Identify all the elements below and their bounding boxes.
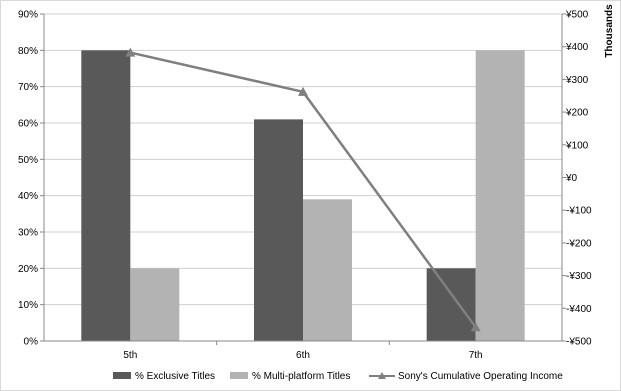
legend-label: % Exclusive Titles bbox=[135, 371, 215, 382]
bar bbox=[81, 50, 131, 341]
right-tick-label: -¥500 bbox=[566, 337, 592, 348]
legend-swatch bbox=[113, 372, 131, 379]
left-tick-label: 70% bbox=[18, 82, 38, 93]
right-tick-label: -¥200 bbox=[566, 238, 592, 249]
right-axis-title: Thousands bbox=[604, 4, 615, 58]
line-point bbox=[125, 47, 136, 57]
right-tick-label: ¥200 bbox=[565, 108, 589, 119]
legend-marker bbox=[378, 372, 386, 379]
right-tick-label: ¥0 bbox=[565, 173, 578, 184]
right-axis-ticks: -¥500 -¥400 -¥300 -¥200 -¥100 ¥0 ¥100 ¥200 ¥300 ¥… bbox=[565, 10, 592, 348]
left-tick-label: 50% bbox=[18, 155, 38, 166]
right-tick-label: ¥400 bbox=[565, 42, 589, 53]
bar bbox=[130, 268, 180, 341]
left-tick-label: 20% bbox=[18, 264, 38, 275]
legend-swatch bbox=[230, 372, 248, 379]
right-tick-label: -¥400 bbox=[566, 304, 592, 315]
category-label: 5th bbox=[123, 350, 137, 361]
bar bbox=[426, 268, 476, 341]
right-tick-label: -¥100 bbox=[566, 206, 592, 217]
right-tick-label: -¥300 bbox=[566, 271, 592, 282]
left-axis-ticks: 0% 10% 20% 30% 40% 50% 60% 70% 80% 90% bbox=[18, 10, 38, 348]
legend-label: Sony's Cumulative Operating Income bbox=[398, 371, 563, 382]
left-tick-label: 0% bbox=[24, 337, 39, 348]
left-tick-label: 30% bbox=[18, 228, 38, 239]
right-tick-label: ¥300 bbox=[565, 75, 589, 86]
category-label: 7th bbox=[469, 350, 483, 361]
bar bbox=[303, 199, 352, 341]
line-point bbox=[470, 322, 481, 332]
category-label: 6th bbox=[296, 350, 310, 361]
category-axis-labels: 5th 6th 7th bbox=[123, 350, 482, 361]
bar bbox=[475, 50, 525, 341]
line-series bbox=[125, 47, 481, 332]
left-tick-label: 60% bbox=[18, 119, 38, 130]
axes bbox=[40, 13, 566, 345]
left-tick-label: 90% bbox=[18, 10, 38, 21]
legend-label: % Multi-platform Titles bbox=[252, 371, 350, 382]
left-tick-label: 40% bbox=[18, 191, 38, 202]
right-tick-label: ¥100 bbox=[565, 140, 589, 151]
legend: % Exclusive Titles % Multi-platform Title… bbox=[113, 371, 563, 382]
left-tick-label: 80% bbox=[18, 46, 38, 57]
bar-series bbox=[81, 50, 525, 341]
line-point bbox=[298, 86, 308, 96]
right-tick-label: ¥500 bbox=[565, 10, 589, 21]
bar bbox=[254, 119, 303, 341]
left-tick-label: 10% bbox=[18, 300, 38, 311]
